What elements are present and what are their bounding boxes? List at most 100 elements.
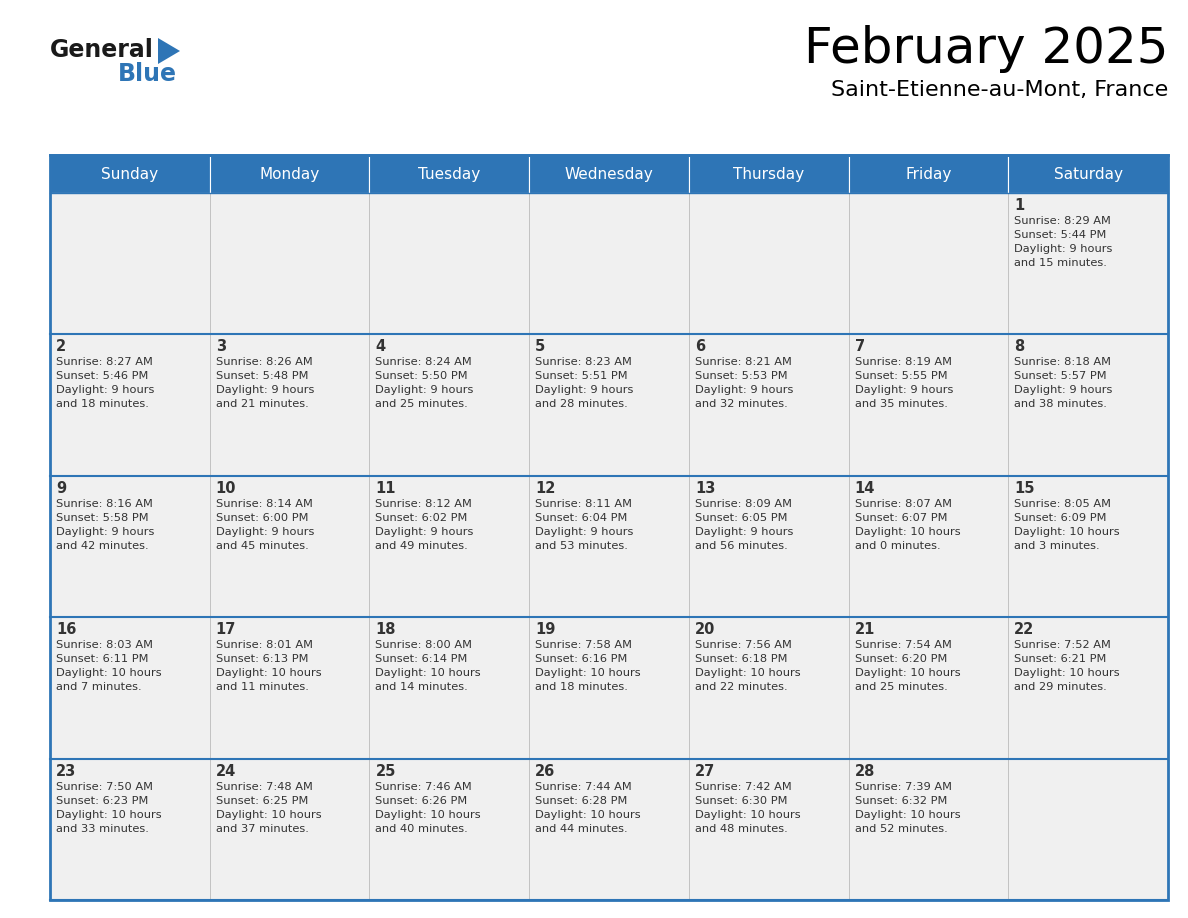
Bar (210, 476, 369, 617)
Text: 3: 3 (216, 340, 226, 354)
Text: Sunset: 6:09 PM: Sunset: 6:09 PM (1015, 513, 1107, 522)
Bar (369, 758, 529, 900)
Bar (50, 155, 210, 193)
Text: and 49 minutes.: and 49 minutes. (375, 541, 468, 551)
Text: and 40 minutes.: and 40 minutes. (375, 823, 468, 834)
Bar (689, 193, 848, 334)
Bar (529, 476, 689, 617)
Text: 11: 11 (375, 481, 396, 496)
Text: and 33 minutes.: and 33 minutes. (56, 823, 148, 834)
Text: Sunset: 5:44 PM: Sunset: 5:44 PM (1015, 230, 1107, 240)
Bar (529, 334, 689, 476)
Text: Sunrise: 7:54 AM: Sunrise: 7:54 AM (854, 640, 952, 650)
Bar (848, 334, 1009, 476)
Bar (848, 617, 1009, 758)
Bar (369, 155, 529, 193)
Text: General: General (50, 38, 154, 62)
Text: and 7 minutes.: and 7 minutes. (56, 682, 141, 692)
Text: Sunset: 6:32 PM: Sunset: 6:32 PM (854, 796, 947, 806)
Text: Sunrise: 8:09 AM: Sunrise: 8:09 AM (695, 498, 792, 509)
Text: and 37 minutes.: and 37 minutes. (216, 823, 309, 834)
Text: Sunrise: 8:05 AM: Sunrise: 8:05 AM (1015, 498, 1111, 509)
Text: Daylight: 10 hours: Daylight: 10 hours (535, 810, 640, 820)
Text: Daylight: 9 hours: Daylight: 9 hours (535, 527, 633, 537)
Text: Sunset: 5:57 PM: Sunset: 5:57 PM (1015, 372, 1107, 381)
Text: and 52 minutes.: and 52 minutes. (854, 823, 947, 834)
Bar (689, 334, 848, 476)
Text: Sunrise: 7:44 AM: Sunrise: 7:44 AM (535, 781, 632, 791)
Bar (529, 193, 689, 334)
Text: Sunset: 5:55 PM: Sunset: 5:55 PM (854, 372, 947, 381)
Text: Daylight: 10 hours: Daylight: 10 hours (56, 668, 162, 678)
Text: Sunrise: 8:14 AM: Sunrise: 8:14 AM (216, 498, 312, 509)
Text: 4: 4 (375, 340, 386, 354)
Text: Sunrise: 7:48 AM: Sunrise: 7:48 AM (216, 781, 312, 791)
Text: 16: 16 (56, 622, 76, 637)
Text: 13: 13 (695, 481, 715, 496)
Bar (210, 758, 369, 900)
Text: 15: 15 (1015, 481, 1035, 496)
Text: Sunrise: 8:01 AM: Sunrise: 8:01 AM (216, 640, 312, 650)
Text: Sunset: 6:25 PM: Sunset: 6:25 PM (216, 796, 308, 806)
Text: Sunrise: 8:21 AM: Sunrise: 8:21 AM (695, 357, 791, 367)
Polygon shape (158, 38, 181, 64)
Text: and 18 minutes.: and 18 minutes. (535, 682, 628, 692)
Bar (1009, 155, 1168, 193)
Text: 25: 25 (375, 764, 396, 778)
Bar (50, 476, 210, 617)
Text: Sunset: 6:05 PM: Sunset: 6:05 PM (695, 513, 788, 522)
Text: Sunset: 5:48 PM: Sunset: 5:48 PM (216, 372, 308, 381)
Text: and 48 minutes.: and 48 minutes. (695, 823, 788, 834)
Text: 12: 12 (535, 481, 556, 496)
Text: Daylight: 10 hours: Daylight: 10 hours (375, 810, 481, 820)
Text: and 25 minutes.: and 25 minutes. (854, 682, 947, 692)
Text: Daylight: 9 hours: Daylight: 9 hours (375, 386, 474, 396)
Bar (848, 758, 1009, 900)
Text: Daylight: 9 hours: Daylight: 9 hours (56, 527, 154, 537)
Text: Saturday: Saturday (1054, 166, 1123, 182)
Text: Thursday: Thursday (733, 166, 804, 182)
Text: Sunset: 6:30 PM: Sunset: 6:30 PM (695, 796, 788, 806)
Bar (50, 617, 210, 758)
Text: and 25 minutes.: and 25 minutes. (375, 399, 468, 409)
Text: Daylight: 9 hours: Daylight: 9 hours (695, 386, 794, 396)
Text: Sunrise: 7:39 AM: Sunrise: 7:39 AM (854, 781, 952, 791)
Text: 28: 28 (854, 764, 874, 778)
Text: 7: 7 (854, 340, 865, 354)
Text: Daylight: 9 hours: Daylight: 9 hours (854, 386, 953, 396)
Text: Daylight: 9 hours: Daylight: 9 hours (695, 527, 794, 537)
Text: and 32 minutes.: and 32 minutes. (695, 399, 788, 409)
Text: and 11 minutes.: and 11 minutes. (216, 682, 309, 692)
Text: Sunrise: 8:23 AM: Sunrise: 8:23 AM (535, 357, 632, 367)
Text: Monday: Monday (259, 166, 320, 182)
Text: Daylight: 10 hours: Daylight: 10 hours (56, 810, 162, 820)
Text: February 2025: February 2025 (803, 25, 1168, 73)
Text: and 15 minutes.: and 15 minutes. (1015, 258, 1107, 268)
Bar (50, 758, 210, 900)
Text: Sunset: 5:53 PM: Sunset: 5:53 PM (695, 372, 788, 381)
Text: Sunrise: 8:03 AM: Sunrise: 8:03 AM (56, 640, 153, 650)
Text: Sunset: 6:16 PM: Sunset: 6:16 PM (535, 655, 627, 665)
Text: Sunrise: 7:52 AM: Sunrise: 7:52 AM (1015, 640, 1111, 650)
Text: and 38 minutes.: and 38 minutes. (1015, 399, 1107, 409)
Text: and 0 minutes.: and 0 minutes. (854, 541, 940, 551)
Bar (50, 334, 210, 476)
Bar (689, 476, 848, 617)
Text: Daylight: 10 hours: Daylight: 10 hours (375, 668, 481, 678)
Text: and 45 minutes.: and 45 minutes. (216, 541, 309, 551)
Text: Daylight: 10 hours: Daylight: 10 hours (216, 668, 321, 678)
Text: 6: 6 (695, 340, 704, 354)
Bar (210, 617, 369, 758)
Text: Sunset: 6:18 PM: Sunset: 6:18 PM (695, 655, 788, 665)
Text: Sunrise: 7:58 AM: Sunrise: 7:58 AM (535, 640, 632, 650)
Text: Sunset: 6:20 PM: Sunset: 6:20 PM (854, 655, 947, 665)
Text: Sunrise: 8:07 AM: Sunrise: 8:07 AM (854, 498, 952, 509)
Text: Daylight: 10 hours: Daylight: 10 hours (695, 810, 801, 820)
Text: and 3 minutes.: and 3 minutes. (1015, 541, 1100, 551)
Text: 23: 23 (56, 764, 76, 778)
Text: Daylight: 9 hours: Daylight: 9 hours (216, 386, 314, 396)
Text: Sunrise: 8:11 AM: Sunrise: 8:11 AM (535, 498, 632, 509)
Text: 9: 9 (56, 481, 67, 496)
Bar (210, 334, 369, 476)
Text: Sunset: 6:13 PM: Sunset: 6:13 PM (216, 655, 308, 665)
